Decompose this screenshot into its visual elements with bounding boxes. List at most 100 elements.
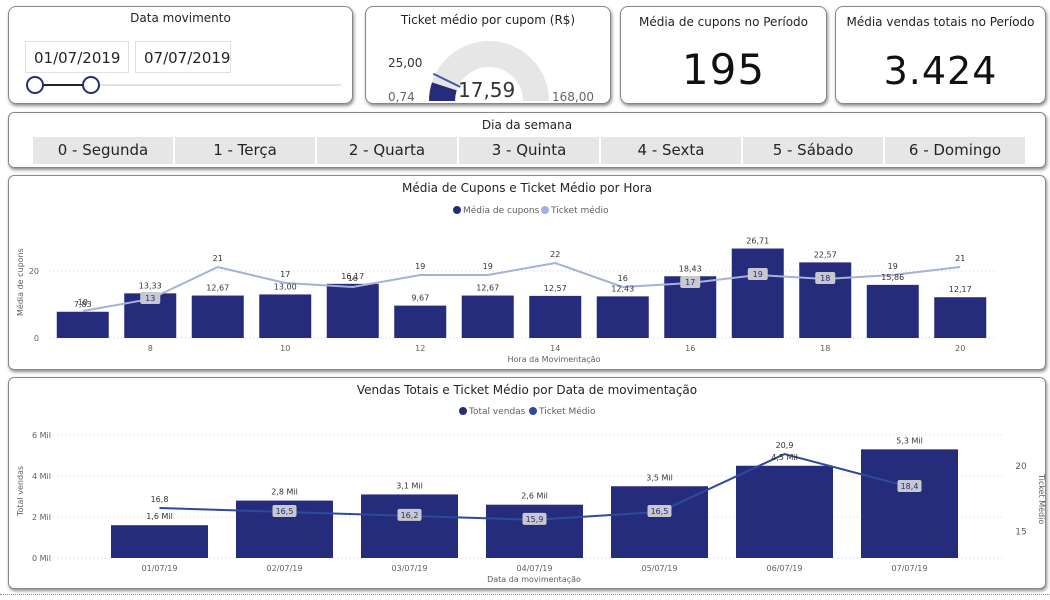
- hourly-bar[interactable]: [866, 284, 919, 338]
- sales-bar[interactable]: [861, 449, 958, 558]
- hourly-x-tick: 18: [820, 344, 830, 353]
- kpi-cupons-value: 195: [681, 45, 766, 94]
- hourly-bar[interactable]: [934, 297, 987, 338]
- hourly-line-label: 16: [348, 274, 358, 283]
- gauge-target-marker: [432, 72, 461, 88]
- sales-y-axis-title: Total vendas: [16, 466, 25, 517]
- hourly-line-label: 17: [280, 270, 290, 279]
- sales-line-label-bg: [897, 479, 922, 492]
- hourly-line-label: 18: [820, 274, 830, 283]
- ticket-gauge-title: Ticket médio por cupom (R$): [400, 13, 576, 27]
- hourly-bar[interactable]: [529, 295, 582, 338]
- sales-line-label-bg: [272, 504, 297, 517]
- hourly-bar[interactable]: [394, 305, 447, 338]
- hourly-bar[interactable]: [259, 294, 312, 338]
- weekday-button-sabado[interactable]: 5 - Sábado: [743, 137, 883, 164]
- kpi-vendas-title: Média vendas totais no Período: [846, 15, 1035, 29]
- sales-line-label: 16,8: [151, 495, 169, 504]
- hourly-line-label: 19: [888, 262, 898, 271]
- sales-y-tick: 4 Mil: [32, 472, 51, 481]
- hourly-x-tick: 12: [415, 344, 425, 353]
- sales-bar[interactable]: [111, 525, 208, 558]
- hourly-bar-label: 16,17: [341, 272, 364, 281]
- sales-bar[interactable]: [361, 494, 458, 558]
- sales-y2-tick: 20: [1015, 462, 1027, 472]
- hourly-bar-label: 7,83: [74, 300, 92, 309]
- hourly-line-label: 19: [483, 262, 493, 271]
- ticket-gauge-card: Ticket médio por cupom (R$) 25,00 0,74 1…: [365, 6, 611, 104]
- sales-chart-card: Vendas Totais e Ticket Médio por Data de…: [8, 377, 1046, 589]
- weekday-button-quarta[interactable]: 2 - Quarta: [317, 137, 457, 164]
- weekday-button-domingo[interactable]: 6 - Domingo: [885, 137, 1025, 164]
- sales-x-tick: 01/07/19: [142, 564, 178, 573]
- hourly-bar-label: 12,67: [206, 284, 229, 293]
- sales-combo-chart: Vendas Totais e Ticket Médio por Data de…: [16, 383, 1045, 584]
- gauge-value-label: 17,59: [458, 78, 515, 102]
- hourly-bar-label: 9,67: [411, 294, 429, 303]
- sales-bar[interactable]: [611, 486, 708, 558]
- legend-ticket-label: Ticket médio: [550, 205, 609, 216]
- gauge-target-label: 25,00: [388, 56, 422, 70]
- weekday-button-quinta[interactable]: 3 - Quinta: [459, 137, 599, 164]
- sales-bar[interactable]: [486, 504, 583, 558]
- sales-line-label: 16,5: [276, 507, 294, 516]
- start-date-input[interactable]: 01/07/2019: [25, 41, 129, 73]
- slider-start-handle[interactable]: [26, 76, 44, 94]
- hourly-y-tick: 20: [29, 267, 39, 276]
- hourly-x-tick: 8: [148, 344, 153, 353]
- end-date-input[interactable]: 07/07/2019: [135, 41, 231, 73]
- hourly-line-label: 21: [213, 254, 223, 263]
- hourly-x-tick: 20: [955, 344, 965, 353]
- hourly-ticket-line: [82, 261, 961, 312]
- sales-bar-label: 2,6 Mil: [521, 492, 548, 501]
- hourly-bar[interactable]: [191, 295, 244, 338]
- sales-y2-tick: 15: [1015, 528, 1026, 538]
- slider-end-handle[interactable]: [82, 76, 100, 94]
- hourly-x-tick: 14: [550, 344, 560, 353]
- ticket-gauge: 25,00 0,74 168,00 17,59: [388, 41, 594, 103]
- hourly-bar[interactable]: [326, 283, 379, 338]
- hourly-bar[interactable]: [731, 248, 784, 338]
- gauge-value-arc: [429, 82, 457, 101]
- sales-x-tick: 04/07/19: [517, 564, 553, 573]
- sales-line-label: 20,9: [776, 441, 794, 450]
- weekday-button-sexta[interactable]: 4 - Sexta: [601, 137, 741, 164]
- sales-y2-axis-title: Ticket Médio: [1037, 473, 1045, 524]
- sales-x-tick: 06/07/19: [767, 564, 803, 573]
- legend-sales-label: Total vendas: [468, 407, 526, 417]
- hourly-bar[interactable]: [56, 311, 109, 338]
- weekday-slicer-title: Dia da semana: [481, 118, 573, 132]
- sales-x-tick: 07/07/19: [892, 564, 928, 573]
- weekday-button-terca[interactable]: 1 - Terça: [175, 137, 315, 164]
- hourly-bar[interactable]: [461, 295, 514, 338]
- sales-bar-label: 3,5 Mil: [646, 473, 673, 482]
- hourly-line-label: 21: [955, 254, 965, 263]
- hourly-line-label: 22: [550, 250, 560, 259]
- sales-bar[interactable]: [736, 465, 833, 558]
- hourly-chart-title: Média de Cupons e Ticket Médio por Hora: [402, 181, 652, 195]
- hourly-combo-chart: Média de Cupons e Ticket Médio por Hora …: [15, 181, 994, 364]
- sales-x-tick: 03/07/19: [392, 564, 428, 573]
- hourly-line-label: 10: [78, 298, 88, 307]
- hourly-bar-label: 12,43: [611, 284, 634, 293]
- hourly-bar-label: 12,17: [949, 285, 972, 294]
- hourly-bar[interactable]: [596, 296, 649, 338]
- hourly-line-label-bg: [140, 292, 161, 304]
- hourly-bar-label: 13,33: [139, 281, 162, 290]
- weekday-button-segunda[interactable]: 0 - Segunda: [33, 137, 173, 164]
- kpi-vendas-card: Média vendas totais no Período 3.424: [835, 6, 1046, 104]
- date-range-slider[interactable]: [19, 75, 349, 95]
- sales-x-tick: 02/07/19: [267, 564, 303, 573]
- legend-bar-swatch: [453, 206, 461, 214]
- sales-x-axis-title: Data da movimentação: [487, 575, 581, 584]
- hourly-line-label: 13: [145, 294, 155, 303]
- hourly-line-label-bg: [747, 268, 768, 280]
- gauge-max-label: 168,00: [552, 90, 594, 103]
- hourly-x-tick: 16: [685, 344, 695, 353]
- hourly-line-label-bg: [680, 276, 701, 288]
- page-bottom-border: [0, 594, 1050, 600]
- kpi-vendas-value: 3.424: [883, 49, 998, 93]
- kpi-cupons-card: Média de cupons no Período 195: [620, 6, 827, 104]
- hourly-bar-label: 22,57: [814, 250, 837, 259]
- sales-bar-label: 5,3 Mil: [896, 436, 923, 445]
